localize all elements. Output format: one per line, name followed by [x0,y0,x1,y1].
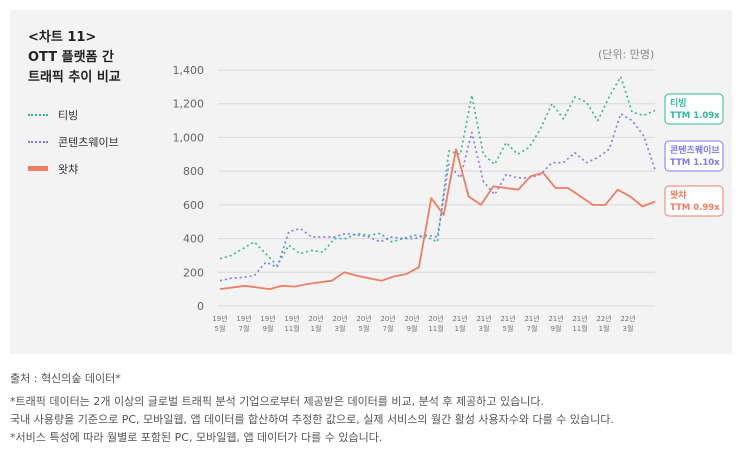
callout-name-tving: 티빙 [670,97,687,109]
x-tick-label: 9월 [551,324,562,333]
chart-title-line-1: OTT 플랫폼 간 [28,50,114,65]
legend-swatch-tving [28,113,48,116]
callout-ttm-watcha: TTM 0.99x [670,203,720,213]
callout-box-wavve [664,140,724,172]
series-line-wavve [219,113,656,282]
x-tick-label: 20년 [356,314,371,323]
legend-label-wavve: 콘텐츠웨이브 [58,135,119,149]
y-tick-label: 1,000 [173,131,205,144]
y-tick-label: 1,200 [173,98,205,111]
legend-swatch-watcha [28,166,48,171]
x-tick-label: 22년 [596,314,611,323]
x-tick-label: 20년 [428,314,443,323]
x-tick-label: 3월 [335,324,346,333]
y-tick-label: 1,400 [173,64,205,77]
x-tick-label: 5월 [503,324,514,333]
callout-ttm-wavve: TTM 1.10x [670,158,720,168]
x-tick-label: 11월 [284,324,299,333]
legend-label-tving: 티빙 [58,108,79,122]
legend: 티빙 콘텐츠웨이브 왓챠 [28,101,119,182]
x-tick-label: 3월 [623,324,634,333]
legend-item-tving: 티빙 [28,101,119,128]
x-tick-label: 11월 [572,324,587,333]
footnote-3: *서비스 특성에 따라 월별로 포함된 PC, 모바일웹, 앱 데이터가 다를 … [10,431,383,444]
x-tick-label: 3월 [479,324,490,333]
footer-notes: 출처 : 혁신의숲 데이터* *트래픽 데이터는 2개 이상의 글로벌 트래픽 … [10,370,735,447]
x-tick-label: 7월 [239,324,250,333]
chart-number: <차트 11> [28,30,97,45]
x-tick-label: 20년 [380,314,395,323]
x-tick-label: 7월 [527,324,538,333]
legend-item-watcha: 왓챠 [28,155,119,182]
legend-label-watcha: 왓챠 [58,162,79,176]
x-tick-label: 19년 [212,314,227,323]
x-tick-label: 5월 [359,324,370,333]
x-tick-label: 1월 [311,324,322,333]
x-tick-label: 1월 [455,324,466,333]
callout-box-tving [664,93,724,125]
x-tick-label: 21년 [524,314,539,323]
legend-swatch-wavve [28,140,48,143]
unit-label: (단위: 만명) [598,48,655,61]
x-tick-label: 21년 [452,314,467,323]
footnote-2: 국내 사용량을 기준으로 PC, 모바일웹, 앱 데이터를 합산하여 추정한 값… [10,413,614,426]
chart-title-line-2: 트래픽 추이 비교 [28,70,121,85]
x-tick-label: 1월 [599,324,610,333]
y-tick-label: 400 [183,233,204,246]
y-tick-label: 600 [183,199,204,212]
x-tick-label: 21년 [548,314,563,323]
x-tick-label: 20년 [404,314,419,323]
footnote-1: *트래픽 데이터는 2개 이상의 글로벌 트래픽 분석 기업으로부터 제공받은 … [10,395,544,408]
callout-ttm-tving: TTM 1.09x [670,111,720,121]
source-note: 출처 : 혁신의숲 데이터* [10,372,121,385]
y-tick-label: 0 [197,300,204,313]
x-tick-label: 22년 [620,314,635,323]
x-tick-label: 9월 [407,324,418,333]
x-tick-label: 19년 [260,314,275,323]
x-tick-label: 5월 [215,324,226,333]
x-tick-label: 20년 [332,314,347,323]
callout-name-wavve: 콘텐츠웨이브 [670,144,720,156]
x-tick-label: 21년 [476,314,491,323]
series-line-watcha [219,148,656,291]
x-tick-label: 20년 [308,314,323,323]
y-tick-label: 200 [183,266,204,279]
chart-panel [10,10,732,354]
y-tick-label: 800 [183,165,204,178]
x-tick-label: 7월 [383,324,394,333]
callout-box-watcha [664,185,724,217]
x-tick-label: 11월 [428,324,443,333]
legend-item-wavve: 콘텐츠웨이브 [28,128,119,155]
x-tick-label: 9월 [263,324,274,333]
callout-name-watcha: 왓챠 [670,189,687,201]
x-tick-label: 19년 [284,314,299,323]
x-tick-label: 21년 [572,314,587,323]
chart-title: <차트 11> OTT 플랫폼 간 트래픽 추이 비교 [28,28,121,88]
x-tick-label: 19년 [236,314,251,323]
x-tick-label: 21년 [500,314,515,323]
